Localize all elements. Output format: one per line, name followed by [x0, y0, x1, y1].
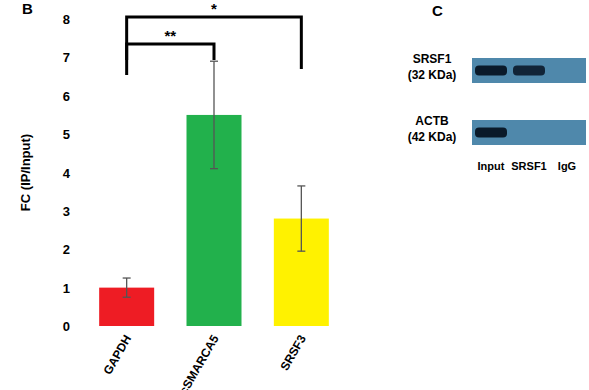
error-line [301, 186, 302, 251]
blot-row-label: ACTB [415, 114, 449, 128]
blot-band [475, 66, 507, 76]
x-tick-label: SRSF3 [277, 332, 309, 373]
blot-strip [472, 120, 586, 145]
blot-row-label: SRSF1 [413, 52, 452, 66]
error-line [126, 278, 127, 297]
error-cap [297, 251, 305, 252]
lane-label: Input [478, 160, 505, 172]
y-tick-label: 2 [63, 242, 70, 257]
error-cap [123, 297, 131, 298]
blot-band [513, 66, 545, 76]
blot-row-size: (42 KDa) [408, 130, 457, 144]
significance-bracket [127, 44, 214, 60]
y-tick-label: 4 [63, 166, 71, 181]
y-tick-label: 5 [63, 127, 70, 142]
y-tick [74, 172, 77, 173]
y-tick [74, 19, 77, 20]
error-line [213, 61, 214, 168]
y-tick-label: 0 [63, 319, 70, 334]
x-tick-label: circSMARCA5 [169, 332, 222, 390]
significance-label: * [211, 0, 217, 17]
y-tick [74, 249, 77, 250]
significance-label: ** [164, 27, 176, 44]
blot-row-size: (32 KDa) [408, 68, 457, 82]
error-cap [123, 277, 131, 278]
y-tick [74, 57, 77, 58]
error-cap [210, 61, 218, 62]
figure: B FC (IP/Input) 0 1 2 3 4 5 6 7 8 GAPDH circSMARCA5 S… [0, 0, 589, 390]
y-tick-label: 3 [63, 204, 70, 219]
error-bar [297, 186, 305, 251]
error-cap [210, 168, 218, 169]
y-axis-label: FC (IP/Input) [18, 134, 33, 211]
y-tick-label: 1 [63, 281, 70, 296]
panel-label: B [22, 0, 33, 17]
y-tick [74, 95, 77, 96]
error-bar [210, 61, 218, 168]
y-tick [74, 134, 77, 135]
y-tick [74, 326, 77, 327]
significance-bracket [127, 17, 302, 75]
lane-label: SRSF1 [511, 160, 546, 172]
lane-label: IgG [558, 160, 576, 172]
y-tick-label: 7 [63, 50, 70, 65]
error-cap [297, 185, 305, 186]
y-tick-label: 8 [63, 12, 70, 27]
error-bar [123, 278, 131, 297]
blot-band [475, 128, 507, 138]
bars [99, 61, 329, 326]
y-tick [74, 210, 77, 211]
y-tick [74, 287, 77, 288]
blot-strip [472, 58, 586, 83]
panel-label: C [432, 2, 443, 19]
x-tick-label: GAPDH [100, 333, 134, 378]
y-tick-label: 6 [63, 89, 70, 104]
